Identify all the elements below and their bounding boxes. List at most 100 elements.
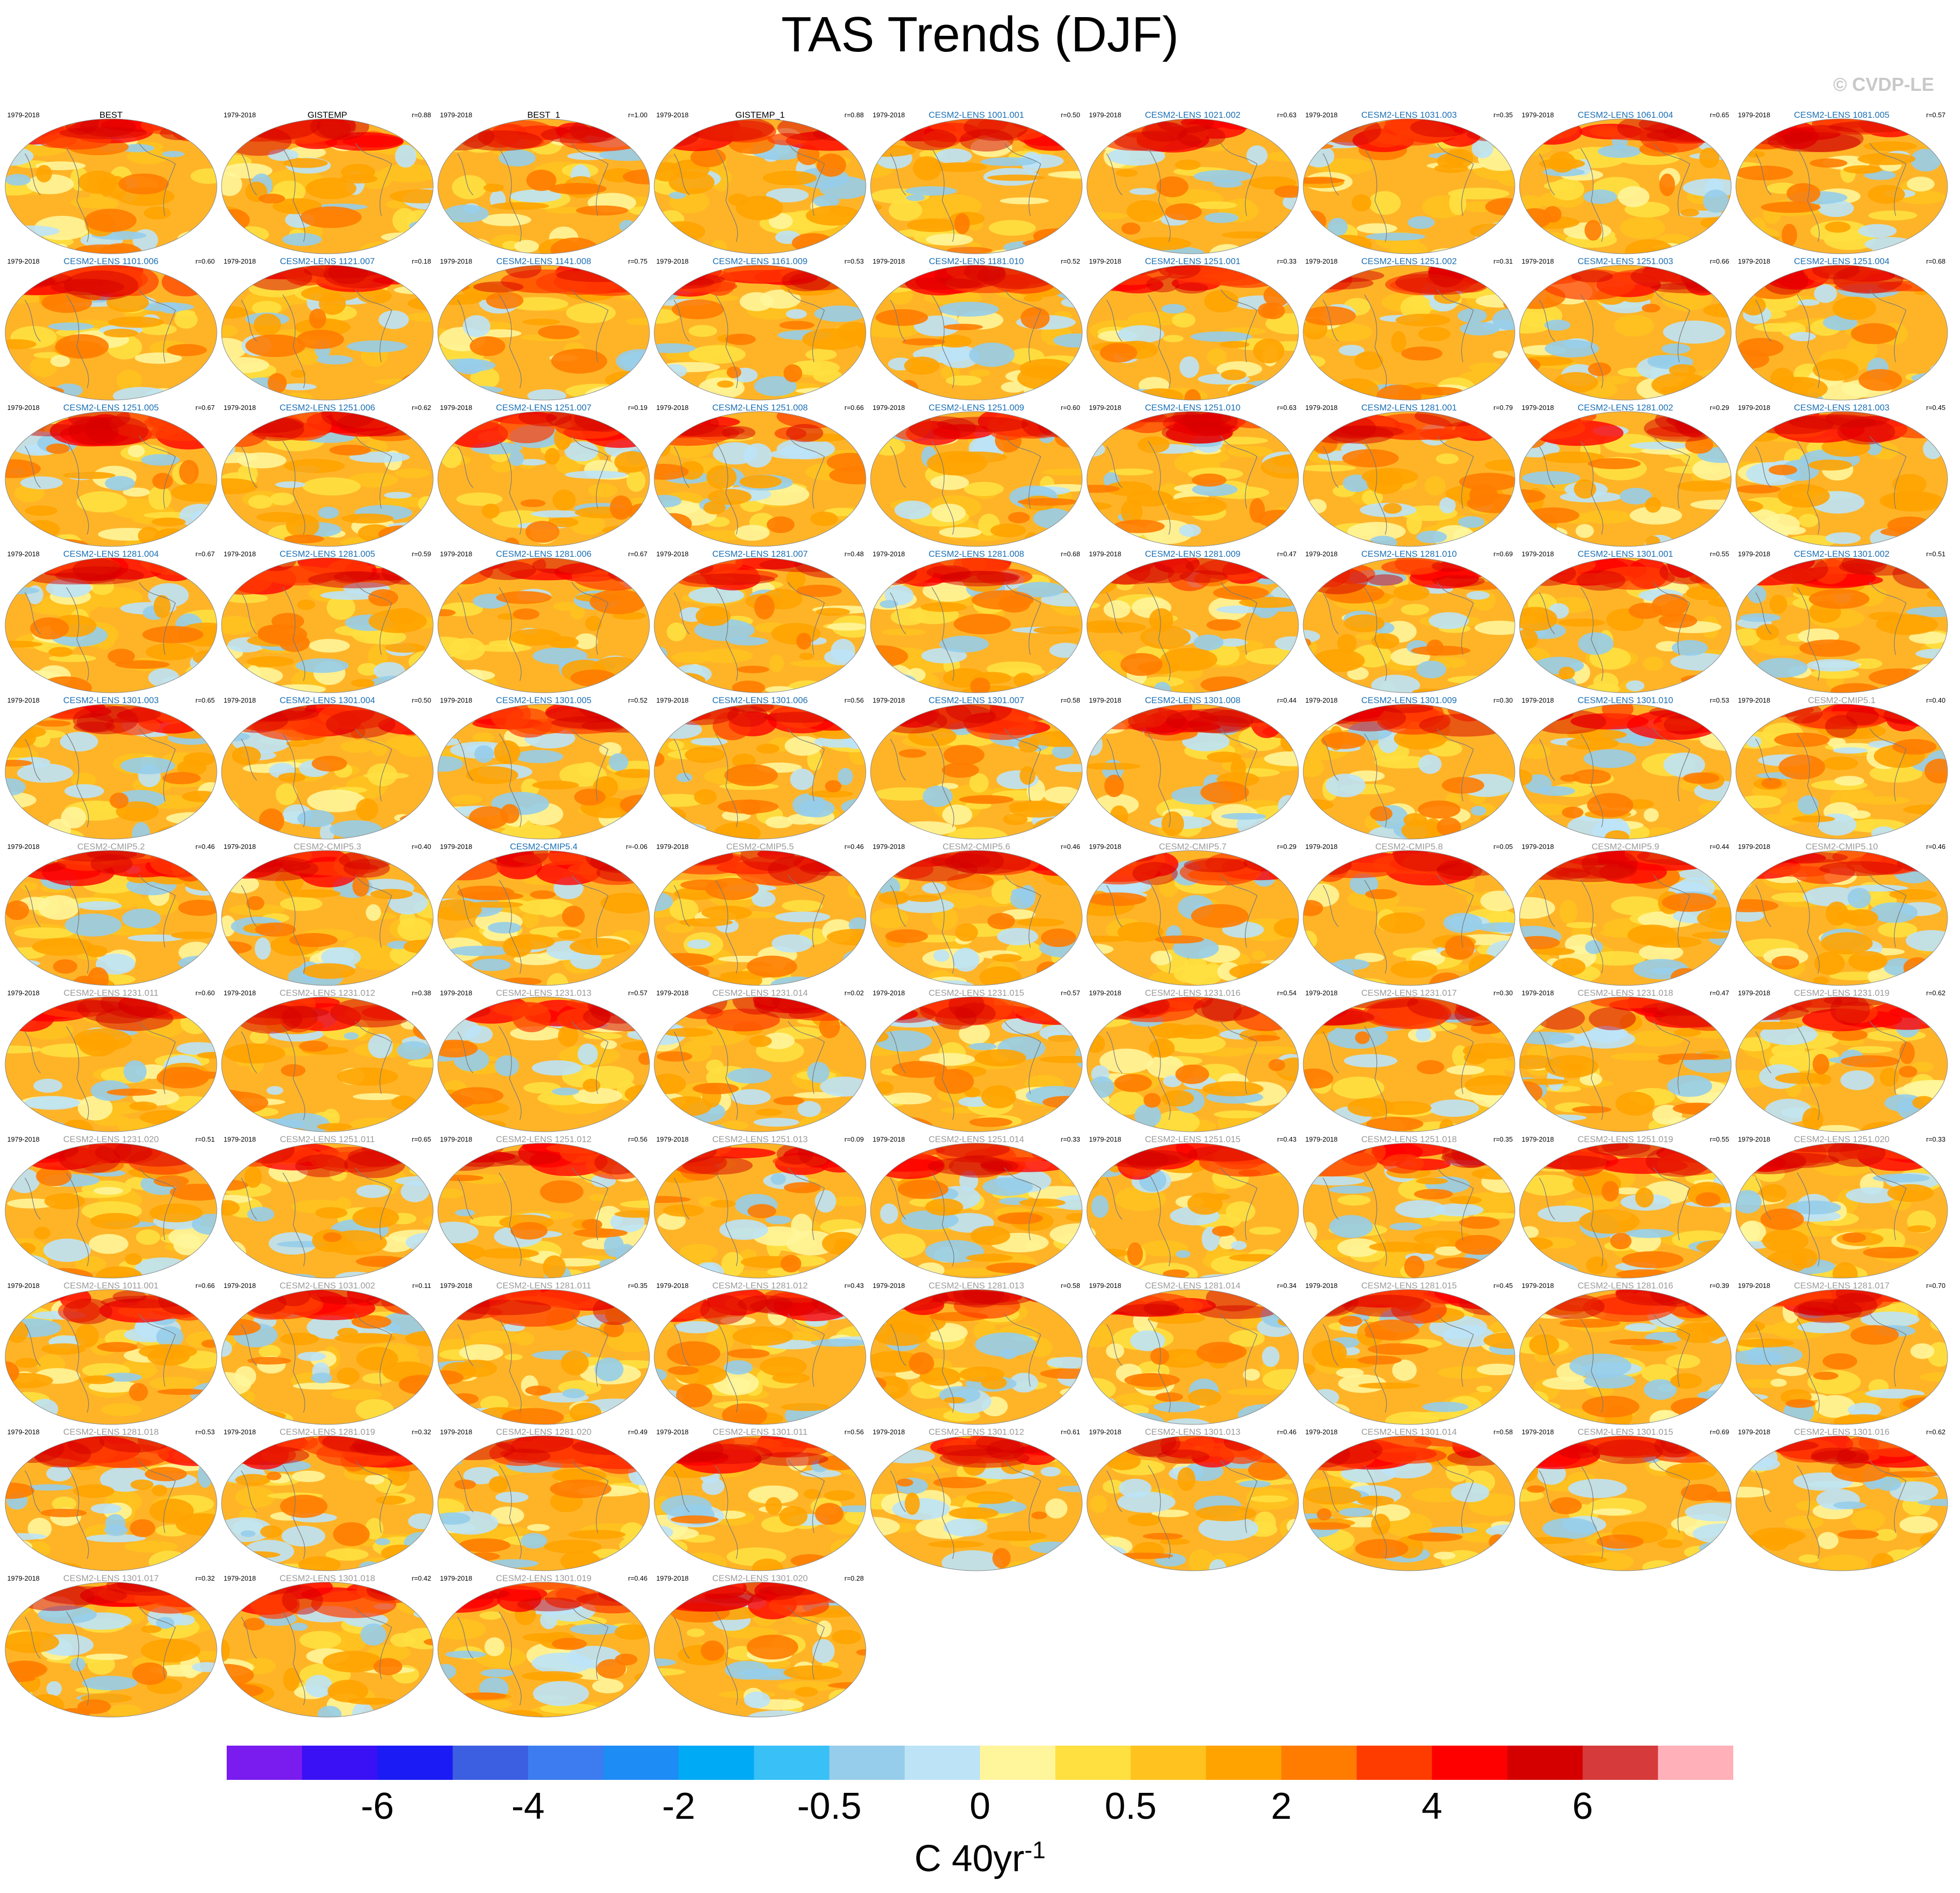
map-panel: 1979-2018 CESM2-LENS 1281.017 r=0.70: [1734, 1281, 1950, 1427]
panel-name: CESM2-LENS 1251.002: [1361, 256, 1457, 266]
colorbar-swatch: [377, 1746, 453, 1780]
map-panel: 1979-2018 CESM2-CMIP5.3 r=0.40: [219, 842, 435, 988]
pattern-correlation: r=0.53: [844, 257, 864, 265]
map-panel: 1979-2018 CESM2-LENS 1251.013 r=0.09: [652, 1134, 868, 1281]
pattern-correlation: r=0.33: [1060, 1135, 1080, 1143]
period-label: 1979-2018: [1522, 843, 1554, 851]
robinson-map: [870, 1143, 1083, 1279]
robinson-map: [1519, 1435, 1732, 1571]
panel-name: CESM2-LENS 1231.014: [712, 988, 808, 998]
period-label: 1979-2018: [1522, 696, 1554, 704]
period-label: 1979-2018: [1738, 257, 1771, 265]
colorbar-swatch: [1130, 1746, 1207, 1780]
panel-name: CESM2-LENS 1231.019: [1793, 988, 1890, 998]
panel-name: CESM2-LENS 1301.017: [63, 1573, 159, 1583]
map-panel: 1979-2018 CESM2-LENS 1251.018 r=0.35: [1301, 1134, 1517, 1281]
colorbar-swatch: [1582, 1746, 1659, 1780]
pattern-correlation: r=0.57: [1926, 111, 1945, 119]
period-label: 1979-2018: [1522, 111, 1554, 119]
robinson-map: [1086, 996, 1299, 1132]
panel-name: CESM2-LENS 1101.006: [63, 256, 159, 266]
panel-name: CESM2-LENS 1231.017: [1361, 988, 1457, 998]
robinson-map: [221, 557, 434, 693]
period-label: 1979-2018: [1522, 550, 1554, 558]
map-panel: 1979-2018 CESM2-LENS 1231.015 r=0.57: [868, 988, 1084, 1134]
pattern-correlation: r=0.35: [628, 1282, 647, 1290]
period-label: 1979-2018: [1738, 404, 1771, 411]
robinson-map: [1303, 850, 1515, 986]
robinson-map: [221, 704, 434, 840]
robinson-map: [437, 1143, 650, 1279]
colorbar-swatch: [904, 1746, 981, 1780]
period-label: 1979-2018: [1738, 696, 1771, 704]
panel-name: CESM2-LENS 1231.015: [928, 988, 1025, 998]
robinson-map: [1735, 265, 1948, 401]
period-label: 1979-2018: [440, 257, 473, 265]
robinson-map: [1086, 557, 1299, 693]
panel-name: CESM2-CMIP5.8: [1375, 842, 1443, 852]
robinson-map: [654, 1582, 866, 1718]
period-label: 1979-2018: [1305, 550, 1338, 558]
panel-name: CESM2-LENS 1301.018: [279, 1573, 376, 1583]
period-label: 1979-2018: [656, 257, 689, 265]
period-label: 1979-2018: [440, 1574, 473, 1582]
chart-title: TAS Trends (DJF): [781, 7, 1179, 62]
map-panel: 1979-2018 BEST: [3, 110, 219, 256]
panel-name: CESM2-LENS 1121.007: [280, 256, 375, 266]
period-label: 1979-2018: [1305, 1428, 1338, 1436]
panel-name: CESM2-LENS 1251.006: [279, 403, 376, 413]
robinson-map: [5, 557, 217, 693]
colorbar-tick-label: 2: [1271, 1786, 1292, 1827]
robinson-map: [1519, 1289, 1732, 1425]
pattern-correlation: r=0.50: [411, 696, 431, 704]
period-label: 1979-2018: [7, 1135, 40, 1143]
panel-name: CESM2-CMIP5.9: [1591, 842, 1660, 852]
robinson-map: [1735, 1435, 1948, 1571]
map-panel: 1979-2018 CESM2-LENS 1281.007 r=0.48: [652, 549, 868, 695]
pattern-correlation: r=0.44: [1709, 843, 1729, 851]
map-panel: 1979-2018 CESM2-LENS 1301.009 r=0.30: [1301, 695, 1517, 842]
period-label: 1979-2018: [7, 989, 40, 997]
panel-name: CESM2-LENS 1281.011: [496, 1281, 591, 1291]
robinson-map: [1303, 265, 1515, 401]
robinson-map: [5, 850, 217, 986]
map-panel: 1979-2018 CESM2-LENS 1141.008 r=0.75: [436, 256, 652, 403]
period-label: 1979-2018: [440, 550, 473, 558]
map-panel: 1979-2018 CESM2-LENS 1281.020 r=0.49: [436, 1427, 652, 1573]
robinson-map: [5, 1289, 217, 1425]
robinson-map: [870, 411, 1083, 547]
robinson-map: [5, 265, 217, 401]
period-label: 1979-2018: [1738, 550, 1771, 558]
period-label: 1979-2018: [224, 1282, 256, 1290]
pattern-correlation: r=0.88: [411, 111, 431, 119]
pattern-correlation: r=0.18: [411, 257, 431, 265]
pattern-correlation: r=0.53: [195, 1428, 215, 1436]
pattern-correlation: r=0.45: [1493, 1282, 1513, 1290]
map-panel: 1979-2018 CESM2-LENS 1281.001 r=0.79: [1301, 403, 1517, 549]
map-panel: 1979-2018 CESM2-CMIP5.6 r=0.46: [868, 842, 1084, 988]
pattern-correlation: r=0.66: [1709, 257, 1729, 265]
robinson-map: [870, 1435, 1083, 1571]
map-panel: 1979-2018 CESM2-LENS 1301.008 r=0.44: [1085, 695, 1301, 842]
panel-name: CESM2-LENS 1251.015: [1144, 1134, 1241, 1144]
panel-name: CESM2-LENS 1301.019: [495, 1573, 592, 1583]
map-panel: 1979-2018 CESM2-LENS 1251.004 r=0.68: [1734, 256, 1950, 403]
panel-name: CESM2-LENS 1001.001: [928, 110, 1025, 120]
map-panel: 1979-2018 CESM2-LENS 1251.011 r=0.65: [219, 1134, 435, 1281]
robinson-map: [437, 1582, 650, 1718]
pattern-correlation: r=0.02: [844, 989, 864, 997]
map-panel: 1979-2018 CESM2-LENS 1181.010 r=0.52: [868, 256, 1084, 403]
panel-name: CESM2-LENS 1301.009: [1361, 695, 1457, 705]
panel-name: CESM2-LENS 1031.002: [279, 1281, 376, 1291]
robinson-map: [1735, 1289, 1948, 1425]
robinson-map: [654, 411, 866, 547]
pattern-correlation: r=0.40: [411, 843, 431, 851]
panel-name: CESM2-LENS 1251.005: [63, 403, 159, 413]
panel-name: CESM2-CMIP5.5: [726, 842, 794, 852]
period-label: 1979-2018: [440, 404, 473, 411]
watermark: © CVDP-LE: [1833, 74, 1934, 95]
pattern-correlation: r=0.56: [844, 1428, 864, 1436]
robinson-map: [870, 704, 1083, 840]
map-panel-grid: 1979-2018 BEST 1979-2018 GISTEMP r=0.88 1979-…: [3, 110, 1950, 1718]
robinson-map: [870, 118, 1083, 254]
